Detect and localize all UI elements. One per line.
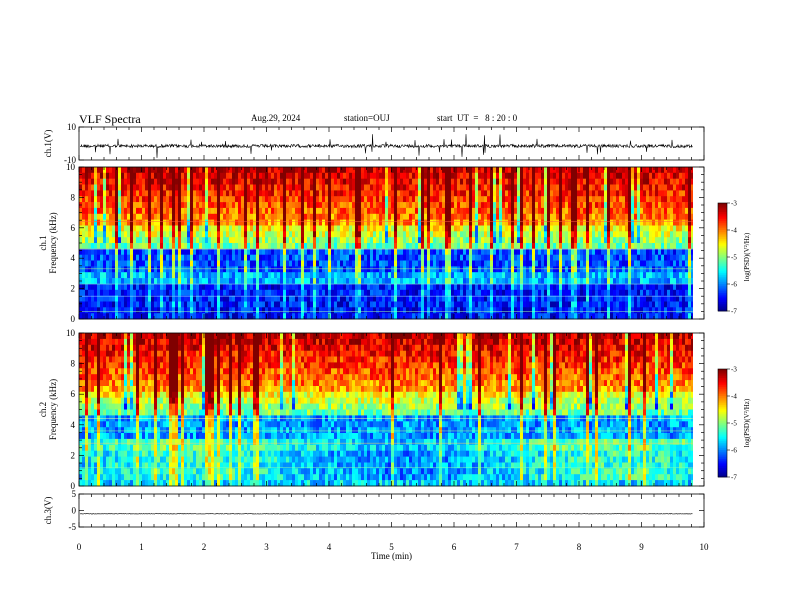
ch3-waveform-ylabel: ch.3(V) [43, 497, 53, 525]
ch3-waveform-y-tick-label: 5 [72, 489, 77, 499]
ch1-spectrogram-panel: 0 2 4 6 8 10 ch.1 Frequency (kHz) -3 -4 -5 -6 -7 log(… [38, 162, 751, 324]
x-tick-label: 3 [264, 542, 269, 552]
ch2-spectrogram-ylabel: ch.2 [38, 402, 48, 417]
ch1-spectrogram-colorbar-tick-label: -6 [731, 281, 737, 289]
ch3-waveform-y-tick-label: -5 [69, 522, 77, 532]
ch1-spectrogram-y-tick-label: 6 [71, 223, 76, 233]
x-tick-label: 8 [577, 542, 582, 552]
ch1-waveform-trace [79, 134, 693, 158]
x-tick-label: 1 [139, 542, 144, 552]
ch2-spectrogram-y-tick-label: 2 [71, 450, 76, 460]
ch2-spectrogram-colorbar-label: log(PSD)(V²/Hz) [743, 398, 751, 447]
ch1-spectrogram-ylabel-2: Frequency (kHz) [48, 212, 58, 273]
ch1-waveform-y-tick-label: 10 [67, 122, 77, 132]
ch2-spectrogram-y-tick-label: 0 [71, 481, 76, 491]
x-tick-label: 10 [700, 542, 710, 552]
ch1-spectrogram-colorbar-label: log(PSD)(V²/Hz) [743, 232, 751, 281]
x-tick-label: 0 [77, 542, 82, 552]
ch2-spectrogram-colorbar: -3 -4 -5 -6 -7 log(PSD)(V²/Hz) [717, 366, 751, 482]
station-label: station=OUJ [344, 113, 390, 123]
ch1-spectrogram-y-tick-label: 4 [71, 253, 76, 263]
ch1-waveform-y-tick-label: -10 [64, 155, 76, 165]
ch2-spectrogram-colorbar-tick-label: -5 [731, 420, 737, 428]
x-axis: 0 1 2 3 4 5 6 7 8 9 10 Time (min) [77, 542, 709, 561]
ch1-spectrogram-colorbar-tick-label: -4 [731, 227, 737, 235]
ch3-waveform-y-tick-label: 0 [72, 506, 77, 516]
ch1-spectrogram-colorbar-tick-label: -5 [731, 254, 737, 262]
ch2-spectrogram-y-tick-label: 10 [66, 328, 76, 338]
ch3-waveform-panel: 5 0 -5 ch.3(V) [43, 489, 705, 532]
ch2-spectrogram-colorbar-tick-label: -3 [731, 366, 737, 374]
ch1-spectrogram-image [79, 167, 693, 320]
ch1-spectrogram-colorbar-tick-label: -3 [731, 200, 737, 208]
chart-title: VLF Spectra [79, 112, 141, 126]
x-tick-label: 2 [202, 542, 207, 552]
ch1-spectrogram-colorbar: -3 -4 -5 -6 -7 log(PSD)(V²/Hz) [717, 200, 751, 316]
x-tick-label: 9 [639, 542, 644, 552]
ch2-spectrogram-ylabel-2: Frequency (kHz) [48, 379, 58, 440]
ch2-spectrogram-y-tick-label: 8 [71, 359, 76, 369]
date-label: Aug.29, 2024 [251, 113, 301, 123]
ch1-waveform-panel: 10 -10 ch.1(V) [43, 122, 705, 165]
x-tick-label: 5 [389, 542, 394, 552]
ch2-spectrogram-image [79, 333, 693, 487]
start-time-label: start UT = 8 : 20 : 0 [437, 113, 518, 123]
x-tick-label: 6 [452, 542, 457, 552]
ch2-spectrogram-panel: 0 2 4 6 8 10 ch.2 Frequency (kHz) -3 -4 -5 -6 -7 log(… [38, 328, 751, 491]
x-tick-label: 4 [327, 542, 332, 552]
ch2-spectrogram-colorbar-tick-label: -6 [731, 447, 737, 455]
ch1-spectrogram-ylabel: ch.1 [38, 235, 48, 250]
ch2-spectrogram-y-tick-label: 4 [71, 420, 76, 430]
x-tick-label: 7 [514, 542, 519, 552]
ch2-spectrogram-colorbar-tick-label: -4 [731, 393, 737, 401]
ch1-spectrogram-y-tick-label: 2 [71, 284, 76, 294]
ch2-spectrogram-colorbar-tick-label: -7 [731, 474, 737, 482]
ch1-spectrogram-y-tick-label: 0 [71, 314, 76, 324]
ch2-spectrogram-y-tick-label: 6 [71, 389, 76, 399]
x-axis-label: Time (min) [371, 551, 412, 561]
ch1-spectrogram-colorbar-tick-label: -7 [731, 308, 737, 316]
ch1-spectrogram-y-tick-label: 8 [71, 192, 76, 202]
ch1-waveform-ylabel: ch.1(V) [43, 130, 53, 158]
ch1-spectrogram-y-tick-label: 10 [66, 162, 76, 172]
